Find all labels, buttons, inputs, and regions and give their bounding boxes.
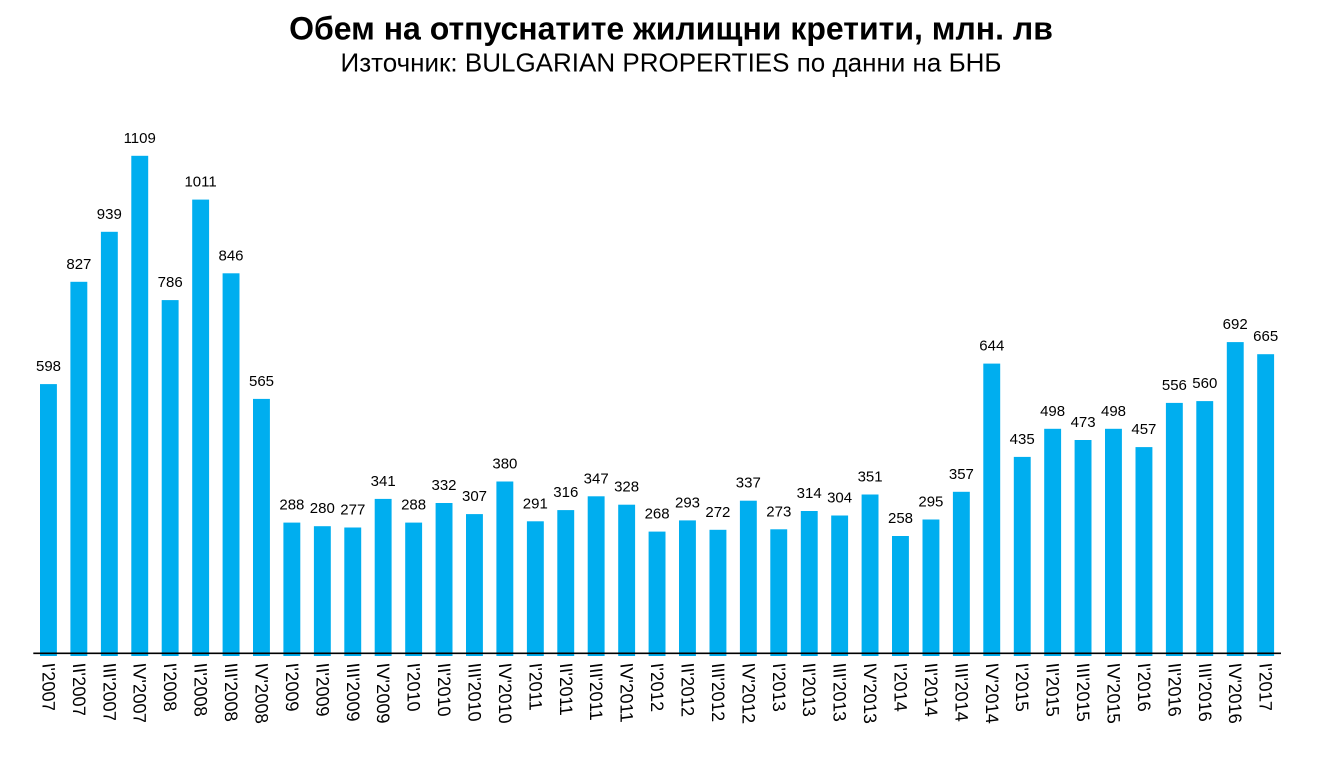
svg-text:473: 473: [1071, 414, 1096, 431]
svg-text:IV'2012: IV'2012: [738, 662, 758, 725]
svg-text:291: 291: [523, 495, 548, 512]
svg-text:I'2016: I'2016: [1134, 662, 1154, 713]
svg-text:IV'2009: IV'2009: [373, 662, 393, 725]
svg-text:IV'2010: IV'2010: [495, 662, 515, 725]
svg-text:II'2007: II'2007: [69, 662, 89, 718]
svg-text:III'2011: III'2011: [586, 662, 606, 722]
svg-text:II'2009: II'2009: [312, 662, 332, 718]
svg-text:457: 457: [1131, 421, 1156, 438]
svg-text:II'2013: II'2013: [799, 662, 819, 718]
svg-text:295: 295: [918, 494, 943, 511]
svg-text:IV'2007: IV'2007: [130, 662, 150, 725]
svg-text:644: 644: [979, 338, 1004, 355]
svg-text:565: 565: [249, 373, 274, 390]
svg-text:846: 846: [218, 247, 243, 264]
svg-text:IV'2014: IV'2014: [982, 662, 1002, 725]
svg-text:347: 347: [584, 470, 609, 487]
svg-text:665: 665: [1253, 328, 1278, 345]
svg-text:I'2010: I'2010: [404, 662, 424, 713]
svg-text:II'2014: II'2014: [921, 662, 941, 718]
svg-text:I'2013: I'2013: [769, 662, 789, 713]
svg-text:316: 316: [553, 484, 578, 501]
svg-text:293: 293: [675, 494, 700, 511]
svg-text:273: 273: [766, 503, 791, 520]
svg-text:III'2012: III'2012: [708, 662, 728, 723]
svg-text:III'2015: III'2015: [1073, 662, 1093, 723]
svg-text:1011: 1011: [184, 174, 216, 191]
svg-text:598: 598: [36, 358, 61, 375]
svg-text:380: 380: [492, 456, 517, 473]
svg-text:288: 288: [279, 497, 304, 514]
svg-text:II'2008: II'2008: [191, 662, 211, 718]
svg-text:288: 288: [401, 497, 426, 514]
svg-text:307: 307: [462, 488, 487, 505]
svg-text:827: 827: [66, 256, 91, 273]
svg-text:III'2009: III'2009: [343, 662, 363, 723]
svg-text:939: 939: [97, 206, 122, 223]
svg-text:I'2008: I'2008: [160, 662, 180, 713]
svg-text:III'2014: III'2014: [951, 662, 971, 723]
svg-text:Източник: BULGARIAN PROPERTIES: Източник: BULGARIAN PROPERTIES по данни …: [341, 48, 1002, 78]
svg-text:Обем на отпуснатите жилищни кр: Обем на отпуснатите жилищни кретити, млн…: [289, 11, 1053, 47]
svg-text:268: 268: [645, 506, 670, 523]
svg-text:357: 357: [949, 466, 974, 483]
svg-text:I'2014: I'2014: [891, 662, 911, 713]
svg-text:III'2008: III'2008: [221, 662, 241, 723]
svg-text:280: 280: [310, 500, 335, 517]
svg-text:I'2012: I'2012: [647, 662, 667, 713]
svg-text:III'2016: III'2016: [1195, 662, 1215, 723]
svg-text:272: 272: [705, 504, 730, 521]
svg-text:I'2011: I'2011: [525, 662, 545, 712]
svg-text:498: 498: [1101, 403, 1126, 420]
svg-text:II'2010: II'2010: [434, 662, 454, 718]
svg-text:786: 786: [158, 274, 183, 291]
svg-text:II'2011: II'2011: [556, 662, 576, 717]
svg-text:IV'2015: IV'2015: [1104, 662, 1124, 725]
svg-text:304: 304: [827, 490, 852, 507]
svg-text:332: 332: [431, 477, 456, 494]
svg-text:IV'2013: IV'2013: [860, 662, 880, 725]
svg-text:IV'2011: IV'2011: [617, 662, 637, 724]
svg-text:328: 328: [614, 479, 639, 496]
svg-text:I'2009: I'2009: [282, 662, 302, 713]
svg-text:I'2007: I'2007: [39, 662, 59, 713]
svg-text:II'2016: II'2016: [1164, 662, 1184, 718]
svg-text:II'2015: II'2015: [1043, 662, 1063, 718]
svg-text:556: 556: [1162, 377, 1187, 394]
svg-text:I'2017: I'2017: [1256, 662, 1276, 713]
svg-text:277: 277: [340, 502, 365, 519]
svg-text:351: 351: [858, 469, 883, 486]
svg-text:III'2007: III'2007: [99, 662, 119, 723]
svg-text:498: 498: [1040, 403, 1065, 420]
svg-text:692: 692: [1223, 316, 1248, 333]
svg-text:435: 435: [1010, 431, 1035, 448]
svg-text:IV'2008: IV'2008: [252, 662, 272, 725]
svg-text:II'2012: II'2012: [678, 662, 698, 718]
svg-text:258: 258: [888, 510, 913, 527]
svg-text:1109: 1109: [124, 130, 156, 147]
svg-text:IV'2016: IV'2016: [1225, 662, 1245, 725]
svg-text:III'2013: III'2013: [830, 662, 850, 723]
svg-text:III'2010: III'2010: [465, 662, 485, 723]
svg-text:341: 341: [371, 473, 396, 490]
svg-text:560: 560: [1192, 375, 1217, 392]
svg-text:I'2015: I'2015: [1012, 662, 1032, 713]
svg-text:314: 314: [797, 485, 822, 502]
svg-text:337: 337: [736, 475, 761, 492]
